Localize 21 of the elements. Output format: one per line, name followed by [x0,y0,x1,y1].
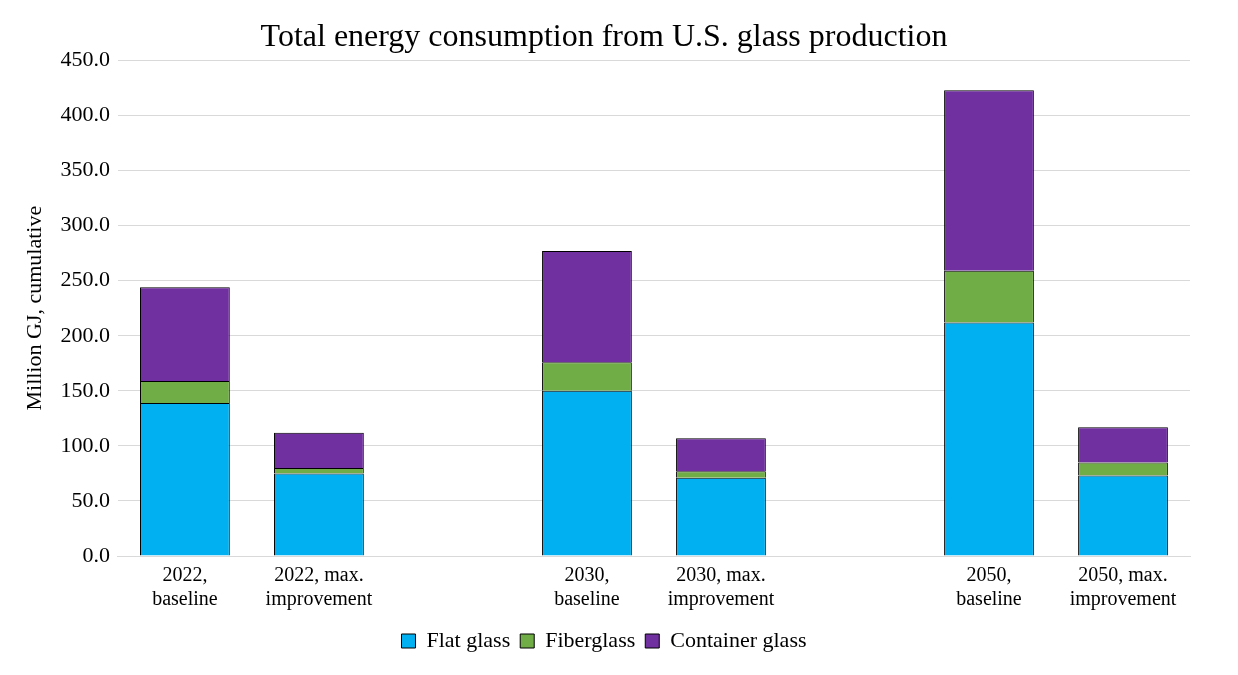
x-tick-label: 2022, baseline [152,563,218,610]
legend-label: Container glass [670,626,807,652]
y-tick-label: 150.0 [60,376,110,402]
y-tick-label: 0.0 [82,541,110,567]
legend-label: Flat glass [426,626,511,652]
y-axis-title: Million GJ, cumulative [20,205,46,411]
y-tick-label: 200.0 [60,321,110,347]
y-tick-label: 400.0 [60,101,110,127]
x-tick-label: 2050, max. improvement [1069,563,1177,611]
y-tick-label: 50.0 [71,486,110,512]
legend-label: Fiberglass [545,626,636,652]
x-tick-label: 2030, max. improvement [667,563,775,611]
x-tick-label: 2030, baseline [554,563,620,610]
chart-title: Total energy consumption from U.S. glass production [260,16,948,53]
y-tick-label: 300.0 [60,211,110,237]
x-tick-label: 2022, max. improvement [265,563,373,611]
y-tick-label: 350.0 [60,156,110,182]
y-tick-label: 100.0 [60,431,110,457]
y-tick-label: 450.0 [60,46,110,72]
y-tick-label: 250.0 [60,266,110,292]
x-tick-label: 2050, baseline [956,563,1022,610]
